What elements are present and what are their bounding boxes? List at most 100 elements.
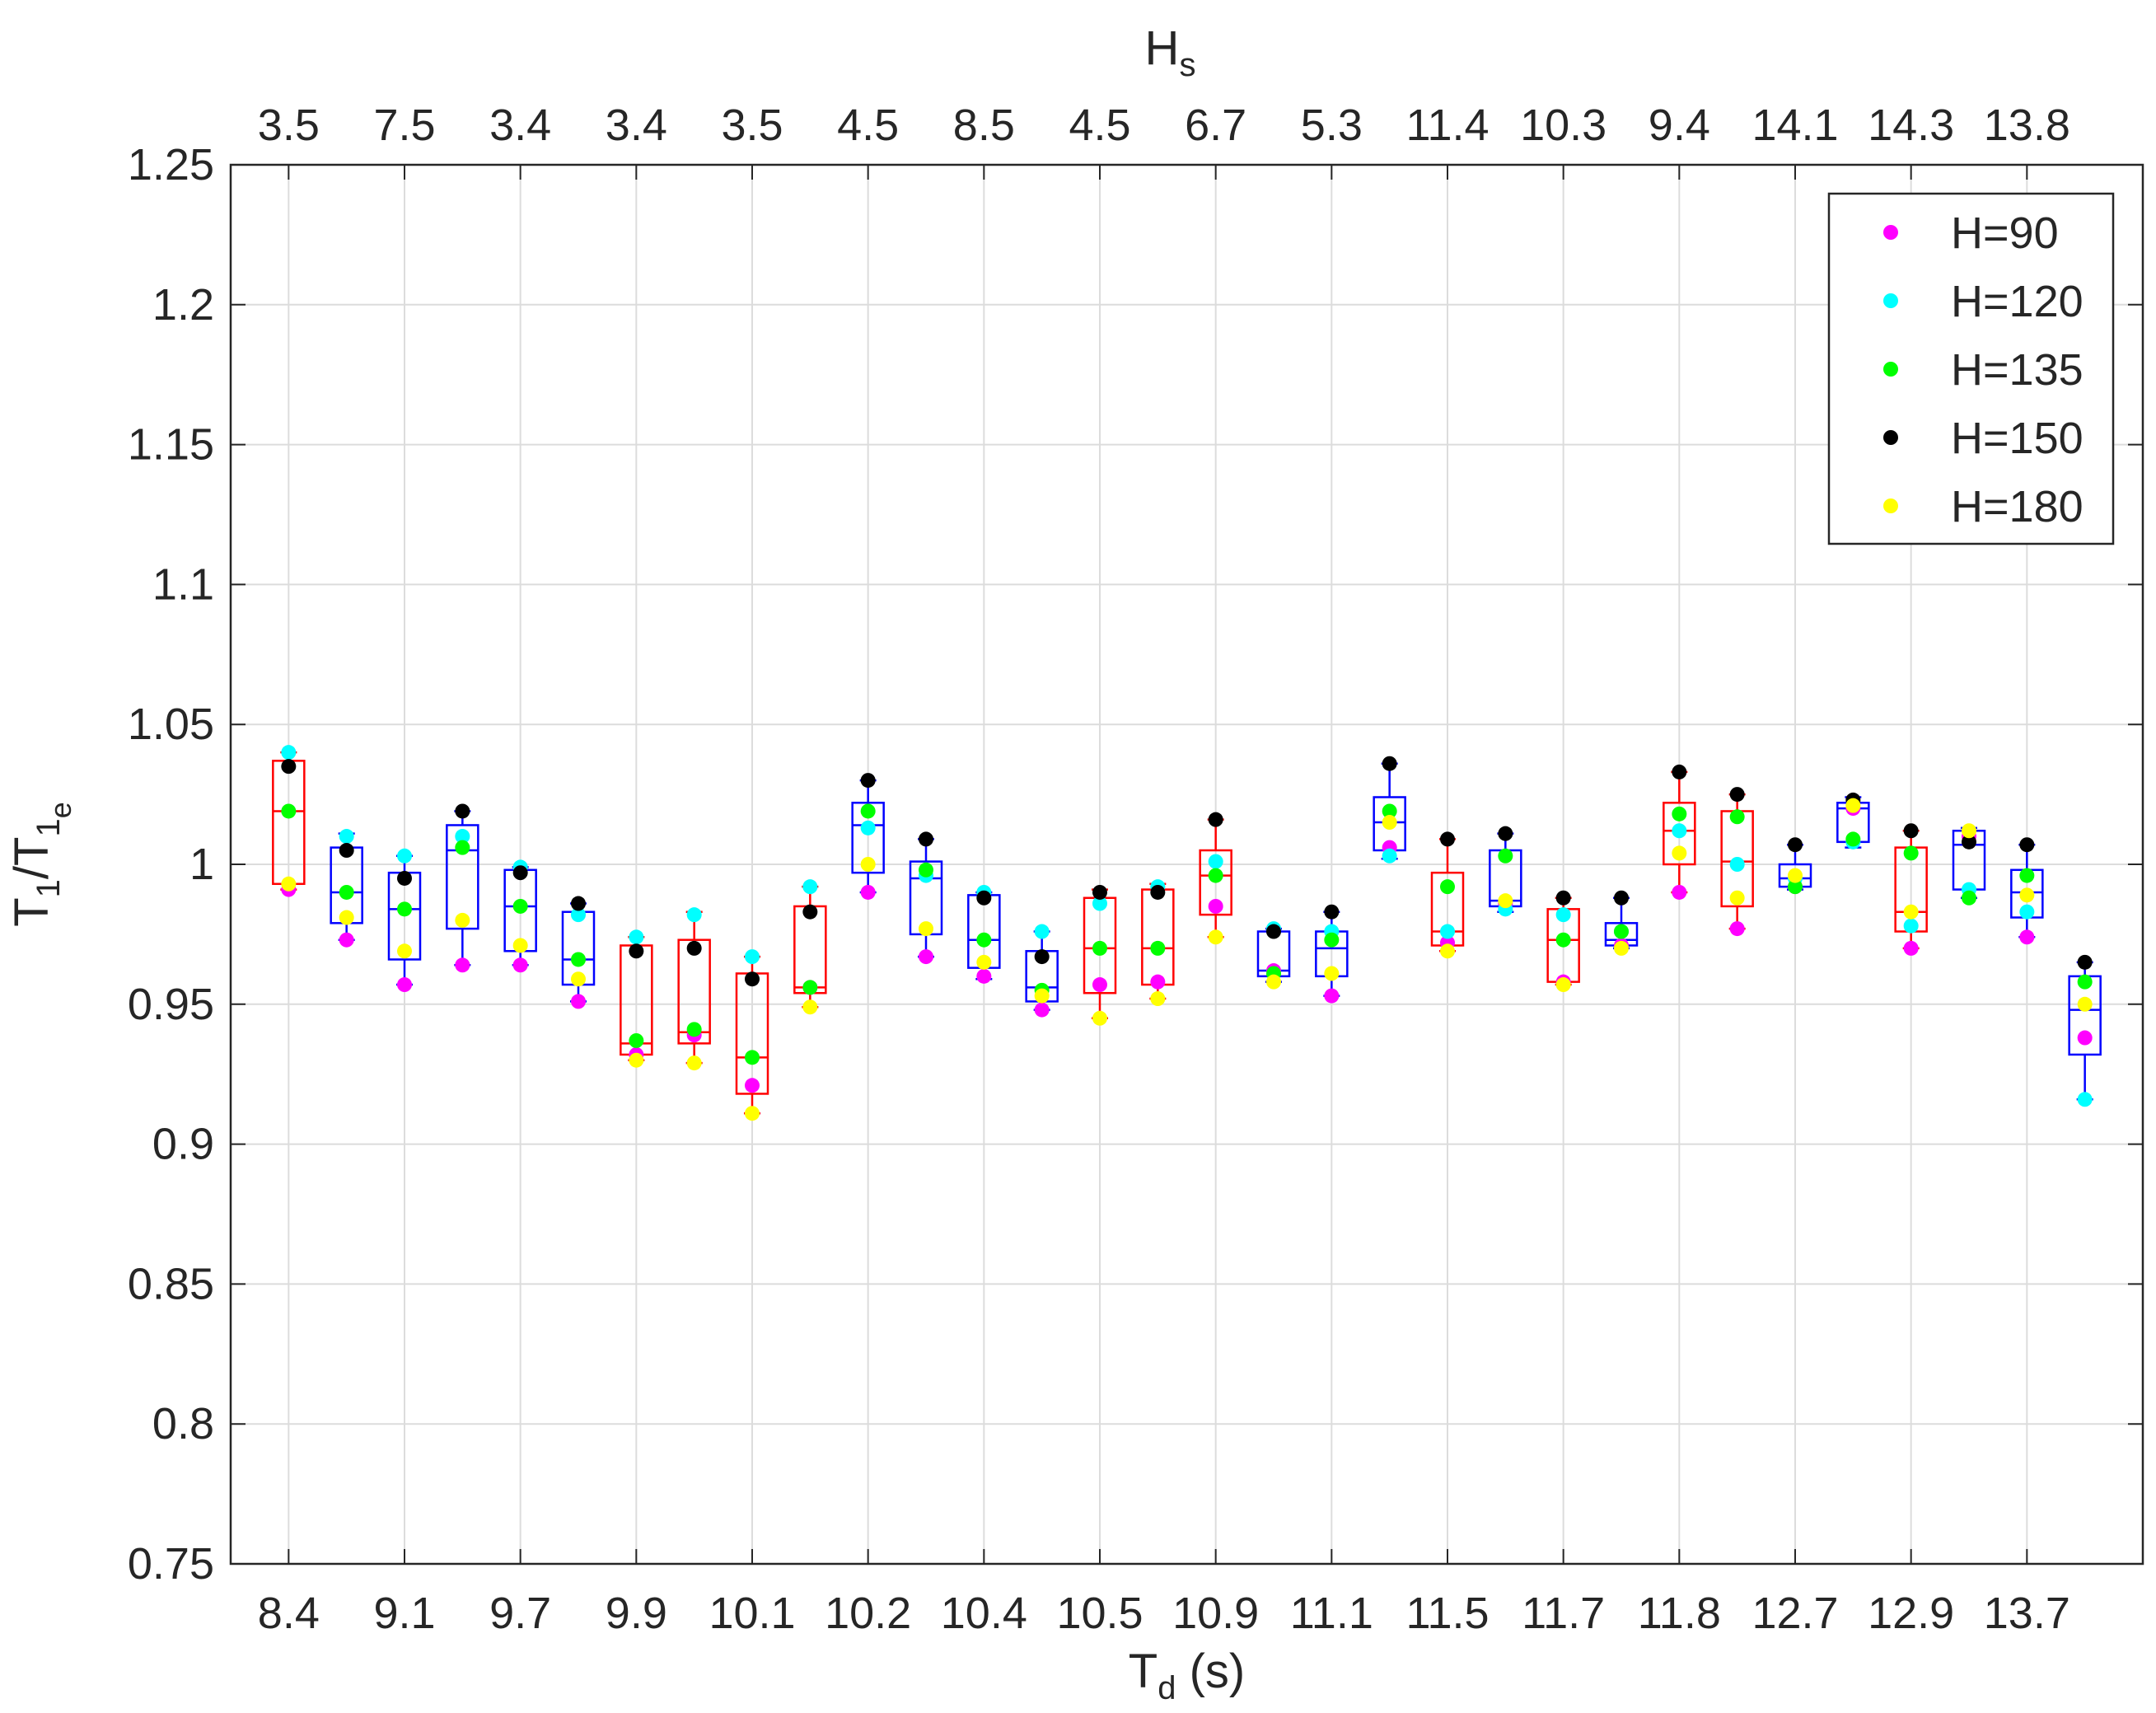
data-point-h-120 <box>629 929 644 945</box>
x-top-tick-label: 5.3 <box>1301 101 1363 150</box>
plot-frame <box>229 163 2144 1566</box>
x-bottom-tick-label: 9.7 <box>489 1589 551 1638</box>
data-point-h-120 <box>1382 848 1397 864</box>
x-bottom-tick-label: 9.9 <box>606 1589 667 1638</box>
data-point-h-180 <box>686 1055 702 1071</box>
x-bottom-tick-label: 10.2 <box>825 1589 911 1638</box>
data-point-h-180 <box>1672 845 1687 861</box>
data-point-h-90 <box>512 957 528 973</box>
data-point-h-135 <box>1962 890 1976 906</box>
x-top-tick-label: 7.5 <box>373 101 435 150</box>
data-point-h-120 <box>1034 924 1050 939</box>
data-point-h-120 <box>1672 823 1687 839</box>
y-tick-label: 1.2 <box>152 280 214 330</box>
data-point-h-150 <box>2019 837 2035 853</box>
x-bottom-tick-label: 8.4 <box>258 1589 320 1638</box>
data-point-h-135 <box>397 901 412 917</box>
data-point-h-180 <box>1382 815 1397 831</box>
data-point-h-180 <box>2019 887 2035 903</box>
data-point-h-135 <box>1845 831 1861 847</box>
data-point-h-150 <box>1208 812 1223 827</box>
data-point-h-150 <box>1903 823 1919 839</box>
y-tick-label: 0.85 <box>128 1259 214 1308</box>
x-top-tick-label: 14.3 <box>1868 101 1954 150</box>
data-point-h-90 <box>1729 921 1745 937</box>
legend-marker <box>1883 498 1898 513</box>
box-rect <box>677 938 711 1045</box>
data-point-h-135 <box>1729 809 1745 825</box>
data-point-h-90 <box>1903 940 1919 956</box>
data-point-h-180 <box>455 912 470 928</box>
data-point-h-120 <box>802 879 818 895</box>
data-point-h-150 <box>397 870 412 886</box>
data-point-h-180 <box>571 971 586 987</box>
data-point-h-150 <box>512 865 528 881</box>
box-rect <box>1141 888 1175 986</box>
top-axis-title: Hs <box>1145 21 1196 83</box>
data-point-h-150 <box>976 890 992 906</box>
data-point-h-150 <box>686 940 702 956</box>
data-point-h-90 <box>1208 898 1223 914</box>
legend-marker <box>1883 430 1898 445</box>
data-point-h-120 <box>1440 924 1455 939</box>
data-point-h-150 <box>1440 831 1455 847</box>
y-tick-label: 0.95 <box>128 980 214 1029</box>
data-point-h-180 <box>860 857 876 872</box>
box-rect <box>446 824 479 930</box>
x-top-tick-label: 3.5 <box>258 101 320 150</box>
data-point-h-180 <box>1962 823 1976 839</box>
data-point-h-90 <box>339 932 354 948</box>
data-point-h-180 <box>1845 798 1861 813</box>
data-point-h-180 <box>1903 904 1919 920</box>
data-point-h-150 <box>1034 949 1050 965</box>
data-point-h-90 <box>860 884 876 900</box>
data-point-h-135 <box>339 884 354 900</box>
data-point-h-120 <box>1092 896 1107 911</box>
data-point-h-90 <box>745 1078 760 1093</box>
data-point-h-90 <box>976 968 992 984</box>
data-point-h-180 <box>1440 943 1455 959</box>
axes-layer <box>229 163 2144 1566</box>
data-point-h-90 <box>397 977 412 993</box>
legend-label: H=120 <box>1951 277 2084 326</box>
data-point-h-135 <box>1382 803 1397 819</box>
x-top-tick-label: 4.5 <box>837 101 899 150</box>
data-point-h-180 <box>1150 991 1166 1007</box>
x-top-tick-label: 10.3 <box>1520 101 1606 150</box>
data-point-h-135 <box>860 803 876 819</box>
y-tick-label: 1 <box>189 840 214 889</box>
data-point-h-150 <box>1382 756 1397 771</box>
data-point-h-180 <box>281 876 297 892</box>
data-point-h-150 <box>1092 884 1107 900</box>
data-point-h-150 <box>1555 890 1571 906</box>
legend-label: H=90 <box>1951 208 2059 258</box>
x-bottom-tick-label: 10.4 <box>941 1589 1027 1638</box>
data-point-h-150 <box>1729 787 1745 803</box>
y-tick-label: 0.8 <box>152 1399 214 1449</box>
data-point-h-135 <box>1092 940 1107 956</box>
x-bottom-tick-label: 11.5 <box>1405 1589 1489 1638</box>
data-point-h-180 <box>745 1106 760 1121</box>
x-top-tick-label: 4.5 <box>1069 101 1130 150</box>
data-point-h-180 <box>1092 1010 1107 1026</box>
x-bottom-tick-label: 11.1 <box>1290 1589 1373 1638</box>
data-point-h-90 <box>1324 988 1340 1004</box>
data-point-h-150 <box>629 943 644 959</box>
data-point-h-135 <box>919 862 933 878</box>
data-point-h-135 <box>1672 806 1687 821</box>
data-point-h-180 <box>1208 929 1223 945</box>
legend-label: H=135 <box>1951 345 2084 395</box>
data-point-h-150 <box>1150 884 1166 900</box>
data-point-h-135 <box>1555 932 1571 948</box>
data-point-h-150 <box>455 803 470 819</box>
data-point-h-135 <box>1440 879 1455 895</box>
data-point-h-90 <box>571 994 586 1009</box>
data-point-h-150 <box>281 759 297 775</box>
data-point-h-180 <box>1788 868 1803 883</box>
data-point-h-150 <box>2077 954 2093 970</box>
x-top-tick-label: 9.4 <box>1649 101 1710 150</box>
data-point-h-135 <box>1498 848 1513 864</box>
data-point-h-135 <box>745 1050 760 1065</box>
data-point-h-180 <box>2077 996 2093 1012</box>
